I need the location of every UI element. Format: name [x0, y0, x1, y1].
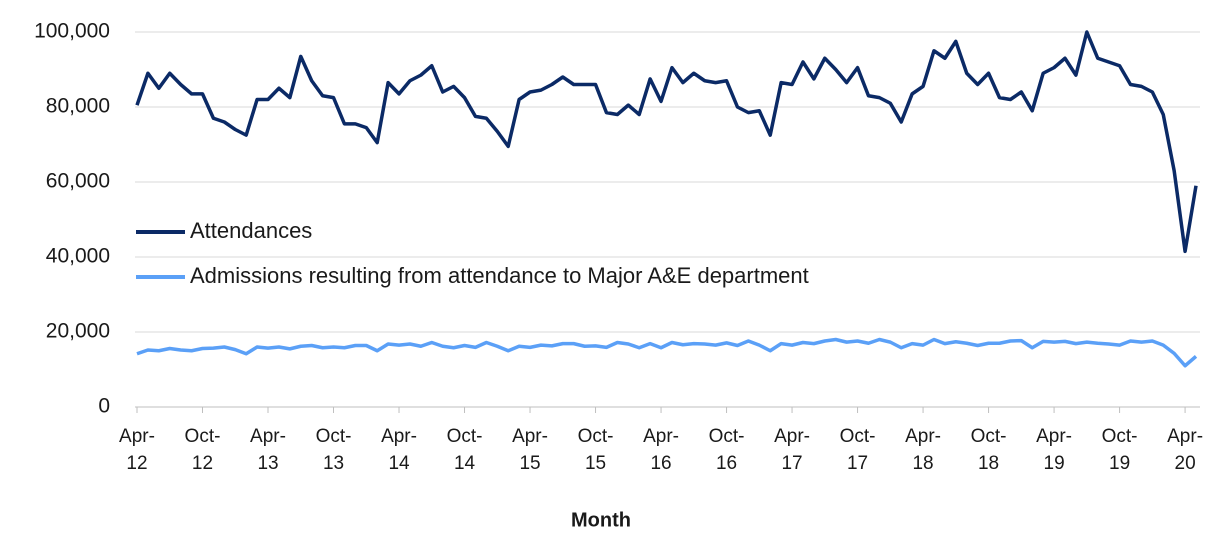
x-tick-label: Apr-20 [1167, 426, 1203, 474]
legend-label: Attendances [190, 218, 312, 243]
x-tick-label: Apr-13 [250, 426, 286, 474]
x-tick-label: Apr-16 [643, 426, 679, 474]
x-tick-label: Oct-13 [316, 426, 352, 474]
x-axis-label: Month [571, 509, 631, 531]
x-tick-label: Apr-14 [381, 426, 417, 474]
x-tick-label: Oct-12 [185, 426, 221, 474]
y-tick-label: 100,000 [34, 20, 110, 43]
x-tick-label: Apr-12 [119, 426, 155, 474]
x-tick-label: Apr-18 [905, 426, 941, 474]
y-tick-label: 20,000 [46, 320, 110, 343]
x-tick-label: Apr-19 [1036, 426, 1072, 474]
x-tick-label: Oct-17 [840, 426, 876, 474]
x-tick-label: Oct-19 [1102, 426, 1138, 474]
series-line [136, 337, 1198, 368]
y-tick-label: 40,000 [46, 245, 110, 268]
x-tick-label: Oct-14 [447, 426, 483, 474]
x-tick-label: Oct-15 [578, 426, 614, 474]
series-line [135, 30, 1198, 254]
y-tick-label: 0 [98, 395, 110, 418]
x-tick-label: Oct-16 [709, 426, 745, 474]
x-tick-label: Apr-17 [774, 426, 810, 474]
y-tick-label: 80,000 [46, 95, 110, 118]
x-tick-label: Apr-15 [512, 426, 548, 474]
legend-label: Admissions resulting from attendance to … [190, 263, 809, 288]
x-tick-label: Oct-18 [971, 426, 1007, 474]
y-tick-label: 60,000 [46, 170, 110, 193]
